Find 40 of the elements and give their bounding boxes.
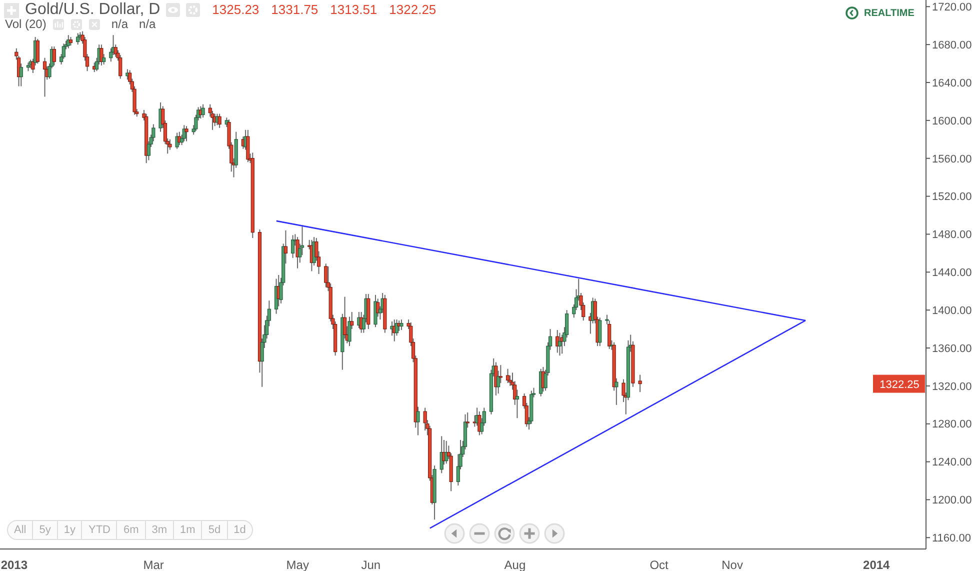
annotation: 1313.51	[330, 1, 378, 19]
x-tick-label: 2014	[863, 558, 890, 571]
y-tick-label: 1520.00	[932, 191, 972, 204]
x-tick-label: Mar	[143, 558, 164, 571]
y-tick-label: 1720.00	[932, 2, 972, 14]
x-tick-label: Jun	[361, 558, 381, 571]
y-tick-label: 1240.00	[932, 456, 972, 469]
annotation: All	[13, 523, 28, 538]
y-tick-label: 1440.00	[932, 267, 972, 280]
y-tick-label: 1280.00	[932, 418, 972, 431]
annotation: 1m	[173, 521, 202, 539]
annotation: 6m	[116, 521, 145, 539]
annotation: 1d	[226, 521, 252, 539]
y-tick-label: 1640.00	[932, 77, 972, 90]
annotation: Vol (20)	[5, 17, 46, 31]
annotation: 1322.25	[880, 378, 920, 391]
annotation: 1325.23	[212, 1, 260, 19]
chart-title: Gold/U.S. Dollar, D	[25, 1, 160, 19]
annotation: 1y	[56, 521, 82, 539]
annotation: 1322.25	[389, 1, 436, 19]
y-tick-label: 1600.00	[932, 115, 972, 128]
annotation: REALTIME	[864, 8, 914, 18]
x-tick-label: 2013	[0, 558, 28, 571]
y-tick-label: 1160.00	[932, 532, 971, 545]
y-tick-label: 1400.00	[932, 304, 972, 317]
annotation: 5d	[201, 521, 227, 539]
y-tick-label: 1560.00	[932, 153, 972, 166]
y-tick-label: 1320.00	[932, 380, 972, 393]
y-tick-label: 1200.00	[932, 494, 972, 507]
annotation: 3m	[144, 521, 174, 539]
y-tick-label: 1480.00	[932, 229, 972, 242]
y-tick-label: 1680.00	[932, 39, 972, 52]
annotation: n/a	[139, 17, 156, 31]
annotation: 1331.75	[271, 1, 318, 19]
annotation: 5y	[32, 521, 57, 539]
y-tick-label: 1360.00	[932, 342, 972, 355]
annotation: n/a	[111, 17, 128, 31]
annotation: YTD	[81, 521, 116, 539]
x-tick-label: Nov	[722, 558, 743, 571]
x-tick-label: Oct	[650, 558, 670, 571]
